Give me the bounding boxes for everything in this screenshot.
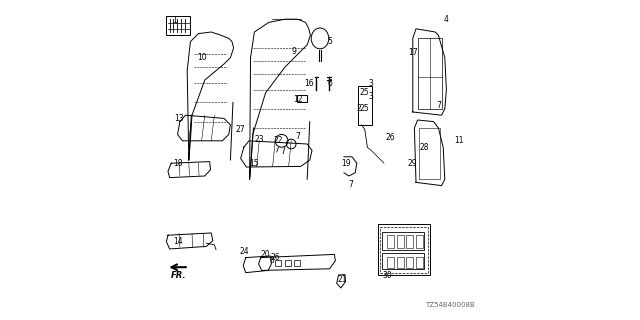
Text: 7: 7	[348, 180, 353, 188]
Bar	[383, 232, 424, 250]
Bar	[416, 257, 423, 268]
Text: 3: 3	[369, 92, 374, 100]
Text: 26: 26	[270, 253, 280, 262]
Bar	[294, 260, 300, 266]
Bar	[166, 16, 191, 35]
Text: 13: 13	[174, 114, 184, 123]
Text: 10: 10	[196, 53, 207, 62]
Bar	[397, 235, 404, 248]
Bar	[378, 224, 431, 275]
Text: 4: 4	[444, 15, 449, 24]
Bar	[285, 260, 291, 266]
Text: 28: 28	[419, 143, 429, 152]
Bar	[383, 253, 424, 269]
Text: 8: 8	[269, 256, 275, 265]
Bar	[419, 128, 440, 179]
Text: 14: 14	[173, 237, 182, 246]
Text: 1: 1	[172, 16, 177, 25]
Text: 20: 20	[260, 250, 271, 259]
Text: 5: 5	[327, 37, 332, 46]
Text: 23: 23	[254, 135, 264, 144]
Text: 7: 7	[295, 132, 300, 140]
Text: FR.: FR.	[171, 271, 186, 280]
Text: 25: 25	[360, 104, 370, 113]
Bar	[397, 257, 404, 268]
Text: 22: 22	[274, 136, 283, 145]
Text: 24: 24	[240, 247, 250, 256]
Text: 27: 27	[235, 125, 245, 134]
Text: 26: 26	[385, 133, 396, 142]
Text: 29: 29	[408, 159, 418, 168]
Bar	[406, 257, 413, 268]
Bar	[380, 227, 428, 273]
Text: 18: 18	[173, 159, 182, 168]
Text: 11: 11	[454, 136, 464, 145]
Bar	[416, 235, 423, 248]
Text: 17: 17	[408, 48, 418, 57]
Bar	[358, 86, 372, 125]
Text: 19: 19	[340, 159, 351, 168]
Bar	[418, 38, 442, 109]
Text: 15: 15	[250, 159, 259, 168]
Text: 12: 12	[293, 95, 302, 104]
Bar	[387, 257, 394, 268]
Text: 3: 3	[369, 79, 374, 88]
Text: 9: 9	[292, 47, 297, 56]
Bar	[406, 235, 413, 248]
Bar	[275, 260, 281, 266]
Text: 30: 30	[382, 271, 392, 280]
Bar	[297, 95, 307, 102]
Text: 16: 16	[304, 79, 314, 88]
Text: 21: 21	[338, 276, 347, 284]
Text: 7: 7	[436, 101, 441, 110]
Text: 2: 2	[356, 104, 361, 113]
Text: 25: 25	[360, 88, 370, 97]
Text: 6: 6	[327, 79, 332, 88]
Bar	[387, 235, 394, 248]
Text: TZ54B40008B: TZ54B40008B	[426, 302, 475, 308]
